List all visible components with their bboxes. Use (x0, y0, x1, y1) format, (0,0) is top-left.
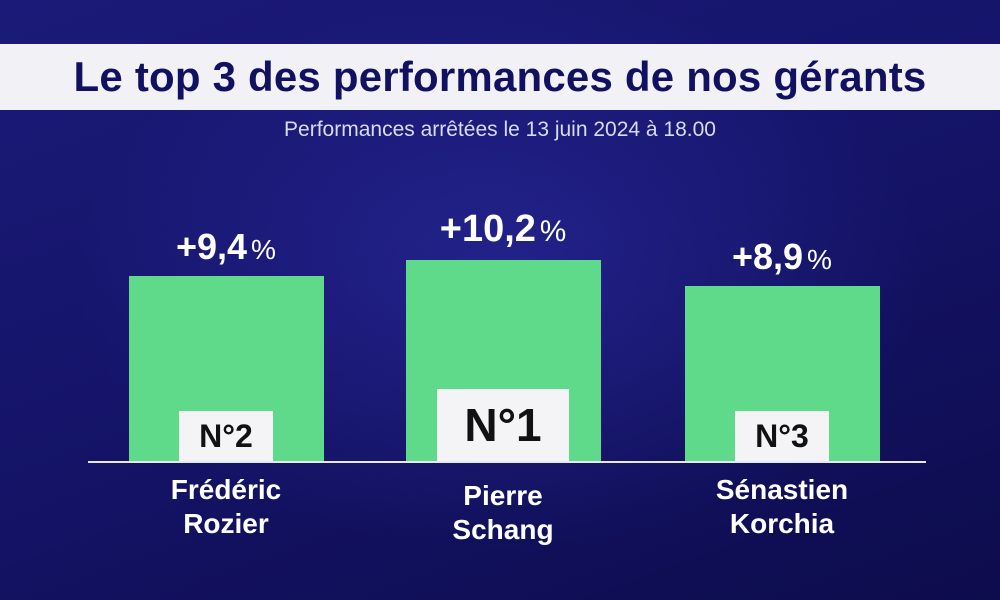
category-label-last-name: Schang (452, 514, 554, 545)
chart-baseline (88, 461, 926, 463)
category-label-3: Sénastien Korchia (716, 473, 848, 541)
category-label-first-name: Pierre (463, 480, 543, 511)
chart-title: Le top 3 des performances de nos gérants (73, 53, 927, 100)
value-label-3: +8,9% (732, 236, 832, 278)
value-percent-sign: % (539, 215, 567, 248)
category-label-2: Pierre Schang (452, 479, 553, 547)
rank-badge-2: N°1 (437, 389, 569, 461)
category-label-1: Frédéric Rozier (171, 473, 282, 541)
rank-badge-1: N°2 (179, 411, 273, 461)
category-label-first-name: Frédéric (170, 474, 282, 505)
value-percent-sign: % (251, 234, 277, 265)
title-band: Le top 3 des performances de nos gérants (0, 44, 1000, 110)
value-label-2: +10,2% (440, 208, 567, 251)
value-number: +9,4 (175, 226, 248, 267)
rank-badge-3: N°3 (735, 411, 829, 461)
category-label-last-name: Korchia (729, 508, 835, 539)
value-percent-sign: % (807, 244, 833, 275)
category-label-last-name: Rozier (183, 508, 269, 539)
value-label-1: +9,4% (176, 226, 276, 268)
chart-subtitle: Performances arrêtées le 13 juin 2024 à … (284, 118, 716, 141)
category-label-first-name: Sénastien (715, 474, 849, 505)
value-number: +8,9 (731, 236, 804, 277)
value-number: +10,2 (439, 208, 536, 250)
